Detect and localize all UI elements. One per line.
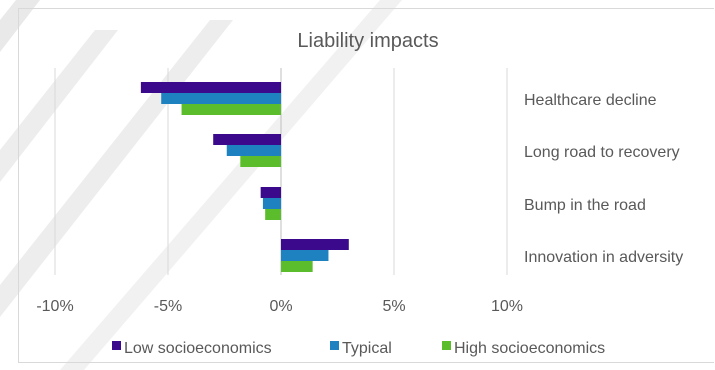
bar xyxy=(260,187,281,198)
legend: Low socioeconomics Typical High socioecono… xyxy=(112,340,605,357)
legend-label: Low socioeconomics xyxy=(124,340,272,357)
category-label: Innovation in adversity xyxy=(524,249,683,266)
bar xyxy=(240,156,281,167)
x-tick-label: 10% xyxy=(491,298,523,315)
x-axis: -10% -5% 0% 5% 10% xyxy=(36,298,523,315)
bar xyxy=(265,209,281,220)
legend-swatch xyxy=(442,341,451,350)
x-tick-label: -10% xyxy=(36,298,73,315)
legend-label: Typical xyxy=(342,340,392,357)
bar xyxy=(226,145,281,156)
legend-swatch xyxy=(330,341,339,350)
category-label: Healthcare decline xyxy=(524,92,657,109)
legend-swatch xyxy=(112,341,121,350)
bar xyxy=(281,250,329,261)
bar xyxy=(161,93,281,104)
category-label: Long road to recovery xyxy=(524,144,680,161)
chart-title: Liability impacts xyxy=(297,30,438,52)
bar xyxy=(281,261,313,272)
x-tick-label: -5% xyxy=(154,298,182,315)
category-label: Bump in the road xyxy=(524,197,646,214)
x-tick-label: 5% xyxy=(382,298,405,315)
bar xyxy=(140,82,281,93)
bar xyxy=(281,239,349,250)
bar xyxy=(181,104,281,115)
chart-frame xyxy=(18,8,714,363)
legend-label: High socioeconomics xyxy=(454,340,605,357)
bar xyxy=(213,134,281,145)
bar xyxy=(262,198,281,209)
bars xyxy=(140,82,349,272)
x-tick-label: 0% xyxy=(269,298,292,315)
category-labels: Healthcare decline Long road to recovery B… xyxy=(524,92,683,266)
